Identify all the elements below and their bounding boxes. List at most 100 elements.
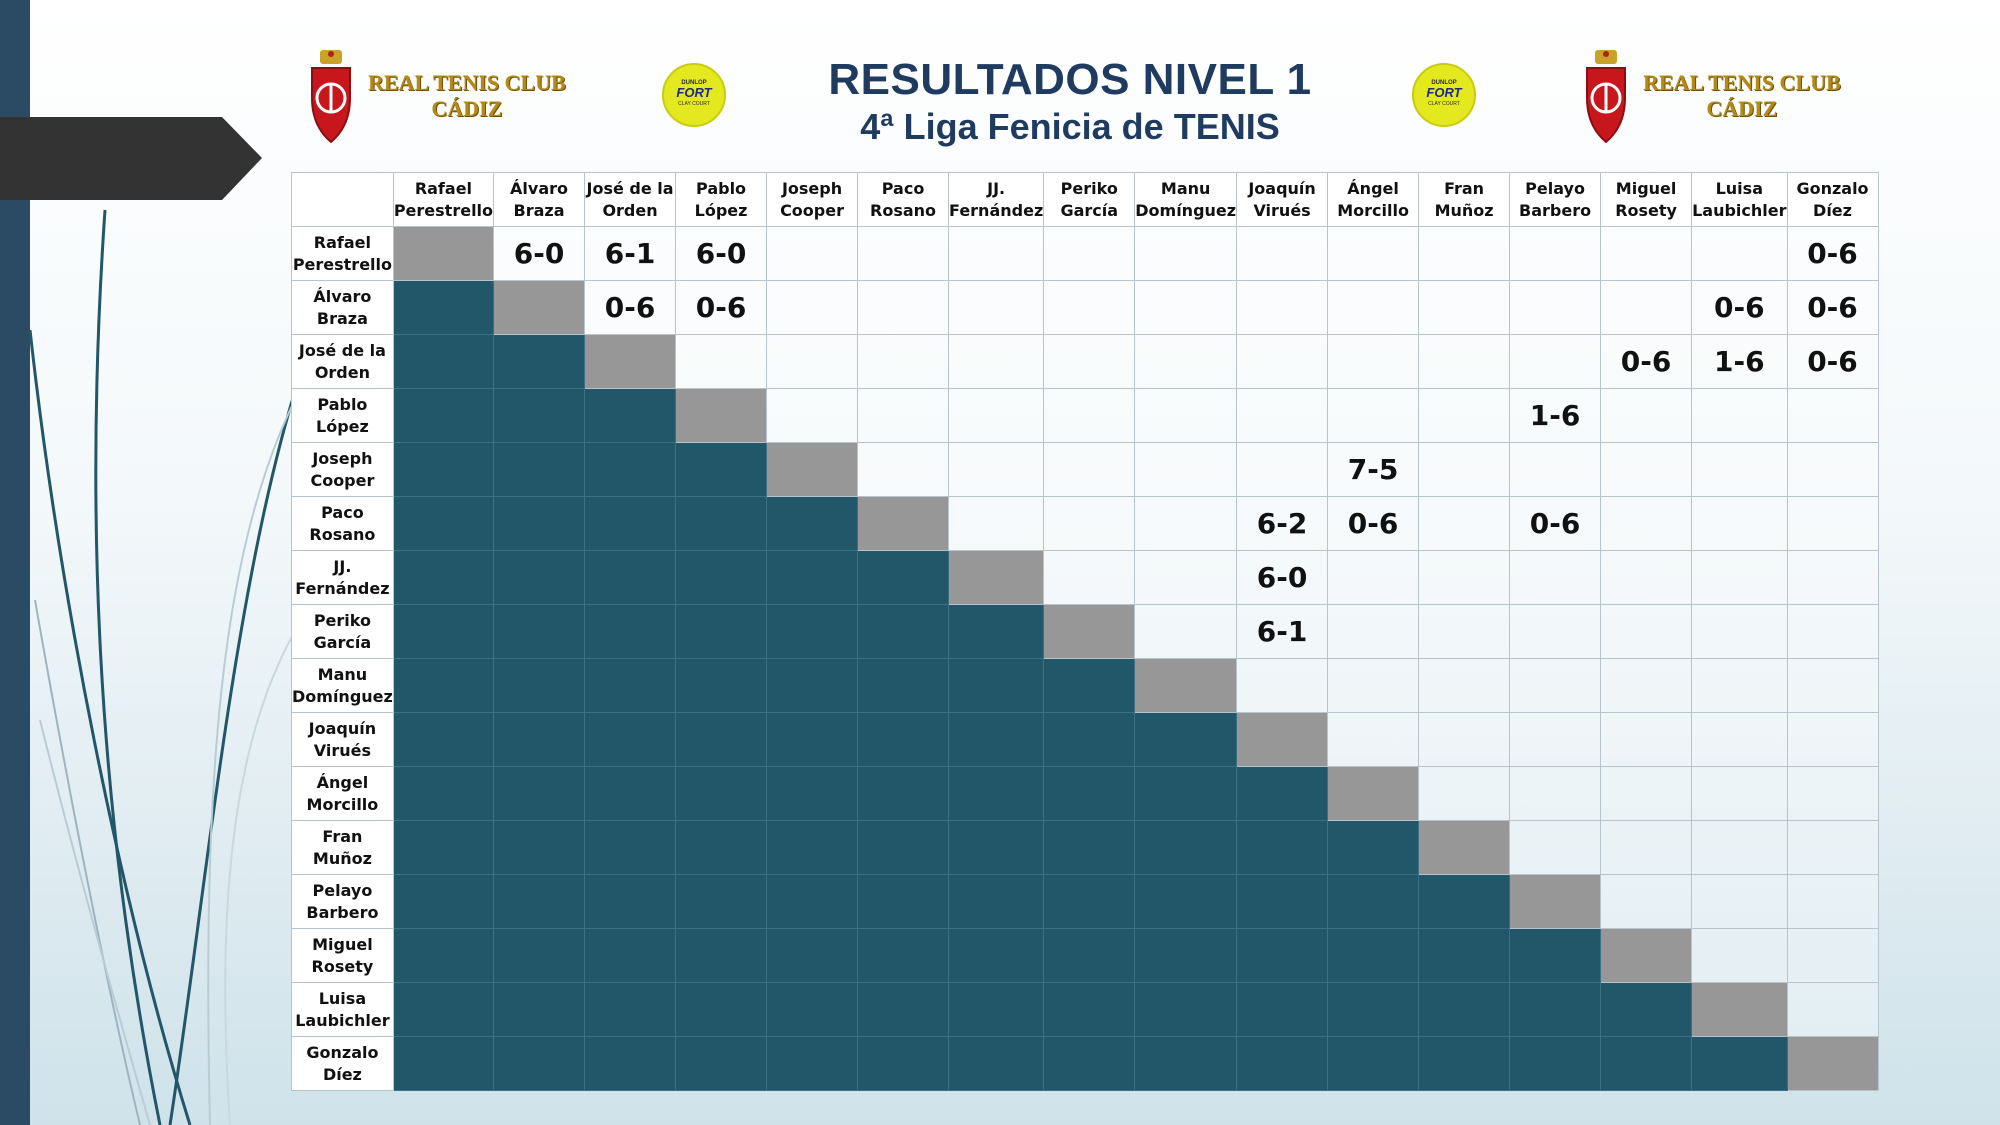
- club-name-line2: CÁDIZ: [431, 96, 503, 121]
- mirrored-cell: [1236, 928, 1329, 983]
- result-cell: [1786, 388, 1879, 443]
- table-row: Pelayo Barbero: [291, 874, 1879, 929]
- table-row: Ángel Morcillo: [291, 766, 1879, 821]
- result-cell: [675, 334, 768, 389]
- table-row: JJ. Fernández 6-0: [291, 550, 1879, 605]
- result-cell: [948, 496, 1045, 551]
- mirrored-cell: [392, 712, 495, 767]
- mirrored-cell: [1236, 982, 1329, 1037]
- mirrored-cell: [493, 820, 586, 875]
- result-cell: [1418, 280, 1511, 335]
- mirrored-cell: [1600, 1036, 1693, 1091]
- mirrored-cell: [584, 874, 677, 929]
- mirrored-cell: [493, 928, 586, 983]
- mirrored-cell: [857, 712, 950, 767]
- mirrored-cell: [1043, 928, 1136, 983]
- mirrored-cell: [1327, 1036, 1420, 1091]
- mirrored-cell: [493, 766, 586, 821]
- mirrored-cell: [584, 1036, 677, 1091]
- result-cell: [1786, 712, 1879, 767]
- result-cell: [1691, 712, 1788, 767]
- mirrored-cell: [493, 388, 586, 443]
- result-cell: [1786, 982, 1879, 1037]
- result-cell: 0-6: [584, 280, 677, 335]
- result-cell: [948, 442, 1045, 497]
- mirrored-cell: [584, 928, 677, 983]
- mirrored-cell: [766, 604, 859, 659]
- column-header-player: Rafael Perestrello: [392, 172, 495, 227]
- mirrored-cell: [948, 928, 1045, 983]
- result-cell: [1043, 496, 1136, 551]
- sponsor-brand: DUNLOP: [681, 80, 706, 86]
- result-cell: [1418, 334, 1511, 389]
- mirrored-cell: [857, 766, 950, 821]
- mirrored-cell: [1509, 928, 1602, 983]
- result-cell: [1327, 334, 1420, 389]
- row-header-player: Joaquín Virués: [291, 712, 394, 767]
- result-cell: [1327, 388, 1420, 443]
- self-match-cell: [1236, 712, 1329, 767]
- self-match-cell: [1691, 982, 1788, 1037]
- sponsor-model: FORT: [1426, 85, 1462, 100]
- self-match-cell: [1327, 766, 1420, 821]
- mirrored-cell: [584, 442, 677, 497]
- result-cell: [1327, 550, 1420, 605]
- column-header-player: Gonzalo Díez: [1786, 172, 1879, 227]
- result-cell: [1600, 766, 1693, 821]
- mirrored-cell: [493, 442, 586, 497]
- result-cell: [1600, 604, 1693, 659]
- mirrored-cell: [1418, 874, 1511, 929]
- result-cell: [857, 280, 950, 335]
- result-cell: [1236, 280, 1329, 335]
- mirrored-cell: [675, 604, 768, 659]
- result-cell: [1327, 604, 1420, 659]
- sponsor-tag: CLAY COURT: [678, 101, 710, 107]
- result-cell: [1509, 820, 1602, 875]
- result-cell: [1600, 280, 1693, 335]
- result-cell: [1600, 550, 1693, 605]
- mirrored-cell: [584, 820, 677, 875]
- mirrored-cell: [493, 1036, 586, 1091]
- mirrored-cell: [1327, 874, 1420, 929]
- result-cell: 6-2: [1236, 496, 1329, 551]
- result-cell: [1236, 442, 1329, 497]
- row-header-player: Miguel Rosety: [291, 928, 394, 983]
- mirrored-cell: [493, 550, 586, 605]
- result-cell: [857, 442, 950, 497]
- mirrored-cell: [1327, 928, 1420, 983]
- result-cell: [1134, 226, 1238, 281]
- table-row: Pablo López 1-6: [291, 388, 1879, 443]
- sponsor-brand: DUNLOP: [1431, 80, 1456, 86]
- table-row: José de la Orden 0-6 1-6 0-6: [291, 334, 1879, 389]
- result-cell: [857, 388, 950, 443]
- mirrored-cell: [392, 388, 495, 443]
- mirrored-cell: [1043, 712, 1136, 767]
- mirrored-cell: [493, 658, 586, 713]
- table-row: Manu Domínguez: [291, 658, 1879, 713]
- mirrored-cell: [392, 334, 495, 389]
- mirrored-cell: [857, 820, 950, 875]
- result-cell: [1509, 280, 1602, 335]
- mirrored-cell: [766, 928, 859, 983]
- result-cell: [1600, 820, 1693, 875]
- mirrored-cell: [857, 1036, 950, 1091]
- mirrored-cell: [493, 496, 586, 551]
- result-cell: [1691, 442, 1788, 497]
- mirrored-cell: [675, 928, 768, 983]
- result-cell: [857, 334, 950, 389]
- mirrored-cell: [766, 712, 859, 767]
- mirrored-cell: [857, 658, 950, 713]
- mirrored-cell: [675, 496, 768, 551]
- result-cell: [1786, 550, 1879, 605]
- result-cell: [1786, 820, 1879, 875]
- result-cell: [1043, 550, 1136, 605]
- result-cell: [1418, 766, 1511, 821]
- mirrored-cell: [1418, 928, 1511, 983]
- mirrored-cell: [766, 820, 859, 875]
- result-cell: [1786, 766, 1879, 821]
- result-cell: 0-6: [1600, 334, 1693, 389]
- table-row: Joseph Cooper 7-5: [291, 442, 1879, 497]
- mirrored-cell: [392, 820, 495, 875]
- self-match-cell: [584, 334, 677, 389]
- mirrored-cell: [1043, 982, 1136, 1037]
